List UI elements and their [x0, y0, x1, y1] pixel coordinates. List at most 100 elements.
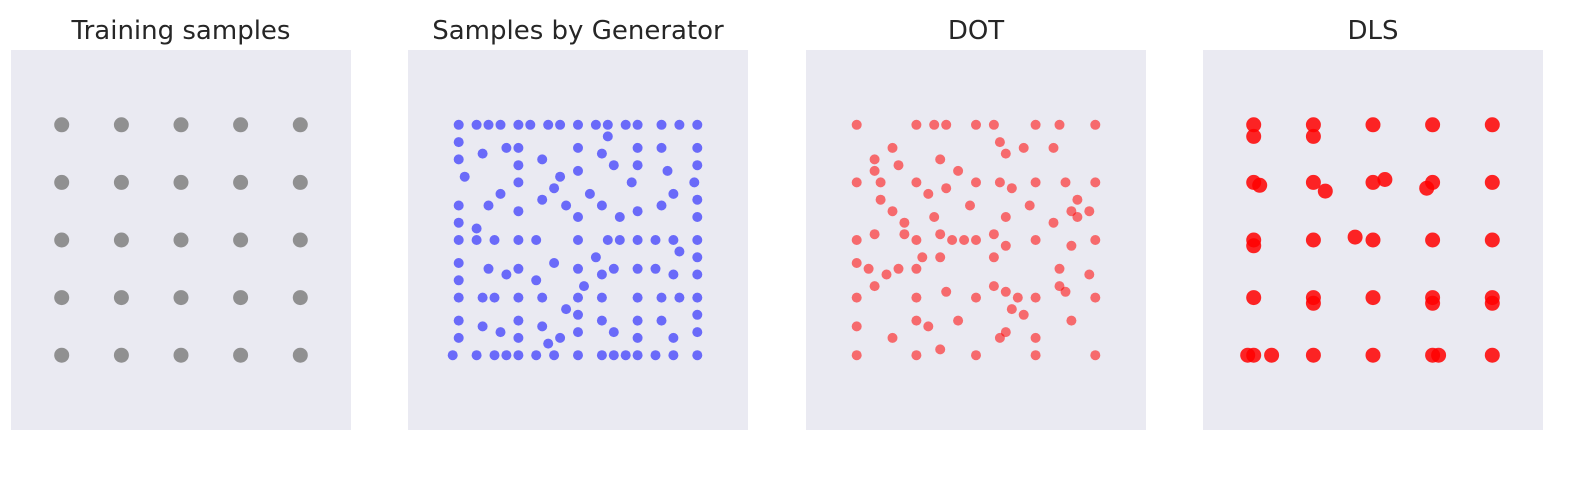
scatter-point: [1018, 142, 1029, 153]
scatter-point: [573, 235, 583, 245]
scatter-point: [561, 200, 572, 211]
scatter-point: [596, 148, 607, 159]
scatter-point: [911, 235, 922, 245]
scatter-point: [608, 263, 619, 274]
scatter-point: [1347, 229, 1363, 245]
scatter-point: [947, 235, 958, 245]
scatter-point: [453, 332, 464, 343]
scatter-point: [662, 165, 673, 176]
scatter-point: [632, 235, 643, 245]
scatter-point: [941, 183, 952, 194]
scatter-point: [543, 119, 554, 130]
scatter-point: [513, 206, 524, 217]
scatter-point: [692, 194, 703, 205]
dls-plot: [1203, 50, 1543, 430]
scatter-point: [941, 286, 952, 297]
scatter-point: [513, 235, 524, 245]
scatter-point: [632, 315, 643, 326]
scatter-point: [911, 177, 922, 188]
scatter-point: [531, 350, 542, 361]
scatter-point: [1377, 172, 1393, 187]
scatter-point: [656, 142, 667, 153]
scatter-point: [1024, 200, 1035, 211]
scatter-point: [483, 200, 494, 211]
scatter-point: [620, 119, 631, 130]
scatter-point: [573, 119, 583, 130]
scatter-point: [471, 350, 482, 361]
scatter-point: [477, 148, 488, 159]
scatter-point: [851, 258, 862, 268]
scatter-point: [573, 327, 583, 338]
scatter-point: [851, 292, 862, 303]
scatter-point: [994, 332, 1005, 343]
scatter-point: [1305, 174, 1321, 190]
scatter-point: [489, 292, 500, 303]
scatter-point: [650, 350, 661, 361]
scatter-point: [453, 119, 464, 130]
scatter-point: [971, 177, 981, 188]
scatter-point: [656, 200, 667, 211]
scatter-point: [869, 165, 880, 176]
scatter-point: [233, 347, 249, 363]
dls-panel: DLS: [1203, 0, 1543, 484]
scatter-point: [292, 174, 308, 190]
scatter-point: [692, 252, 703, 263]
scatter-point: [1048, 217, 1059, 228]
scatter-point: [869, 281, 880, 292]
scatter-point: [689, 177, 700, 188]
scatter-point: [573, 212, 583, 222]
scatter-point: [292, 232, 308, 248]
scatter-point: [495, 119, 506, 130]
scatter-point: [596, 200, 607, 211]
scatter-point: [453, 315, 464, 326]
scatter-point: [1072, 194, 1083, 205]
scatter-point: [477, 292, 488, 303]
scatter-point: [525, 119, 536, 130]
scatter-point: [929, 119, 940, 130]
scatter-point: [851, 350, 862, 361]
scatter-point: [1060, 286, 1071, 297]
scatter-point: [513, 160, 524, 171]
scatter-point: [513, 315, 524, 326]
scatter-point: [1018, 309, 1029, 320]
scatter-point: [929, 212, 940, 222]
scatter-point: [453, 200, 464, 211]
scatter-point: [668, 235, 679, 245]
generator-samples-panel: Samples by Generator: [408, 0, 748, 484]
scatter-point: [959, 235, 970, 245]
scatter-point: [1246, 128, 1262, 144]
scatter-point: [1084, 206, 1095, 217]
scatter-point: [513, 292, 524, 303]
scatter-point: [1090, 119, 1101, 130]
scatter-point: [674, 292, 685, 303]
scatter-point: [602, 131, 613, 142]
scatter-point: [549, 258, 560, 268]
scatter-point: [1246, 238, 1262, 254]
scatter-point: [881, 269, 892, 280]
scatter-point: [614, 235, 625, 245]
scatter-point: [1484, 174, 1500, 190]
scatter-point: [1030, 332, 1041, 343]
scatter-point: [1246, 117, 1262, 133]
scatter-point: [656, 292, 667, 303]
scatter-point: [899, 217, 910, 228]
scatter-point: [1000, 240, 1011, 251]
scatter-point: [692, 269, 703, 280]
scatter-point: [602, 235, 613, 245]
scatter-point: [692, 119, 703, 130]
scatter-point: [233, 290, 249, 306]
scatter-point: [608, 160, 619, 171]
scatter-point: [887, 142, 898, 153]
scatter-point: [971, 235, 981, 245]
scatter-point: [453, 275, 464, 286]
scatter-point: [1252, 177, 1268, 193]
scatter-point: [1072, 212, 1083, 222]
scatter-point: [173, 290, 189, 306]
scatter-point: [869, 229, 880, 240]
scatter-point: [1000, 212, 1011, 222]
scatter-point: [1006, 183, 1017, 194]
scatter-point: [899, 229, 910, 240]
scatter-point: [1365, 347, 1381, 363]
scatter-point: [537, 321, 548, 332]
scatter-point: [549, 350, 560, 361]
